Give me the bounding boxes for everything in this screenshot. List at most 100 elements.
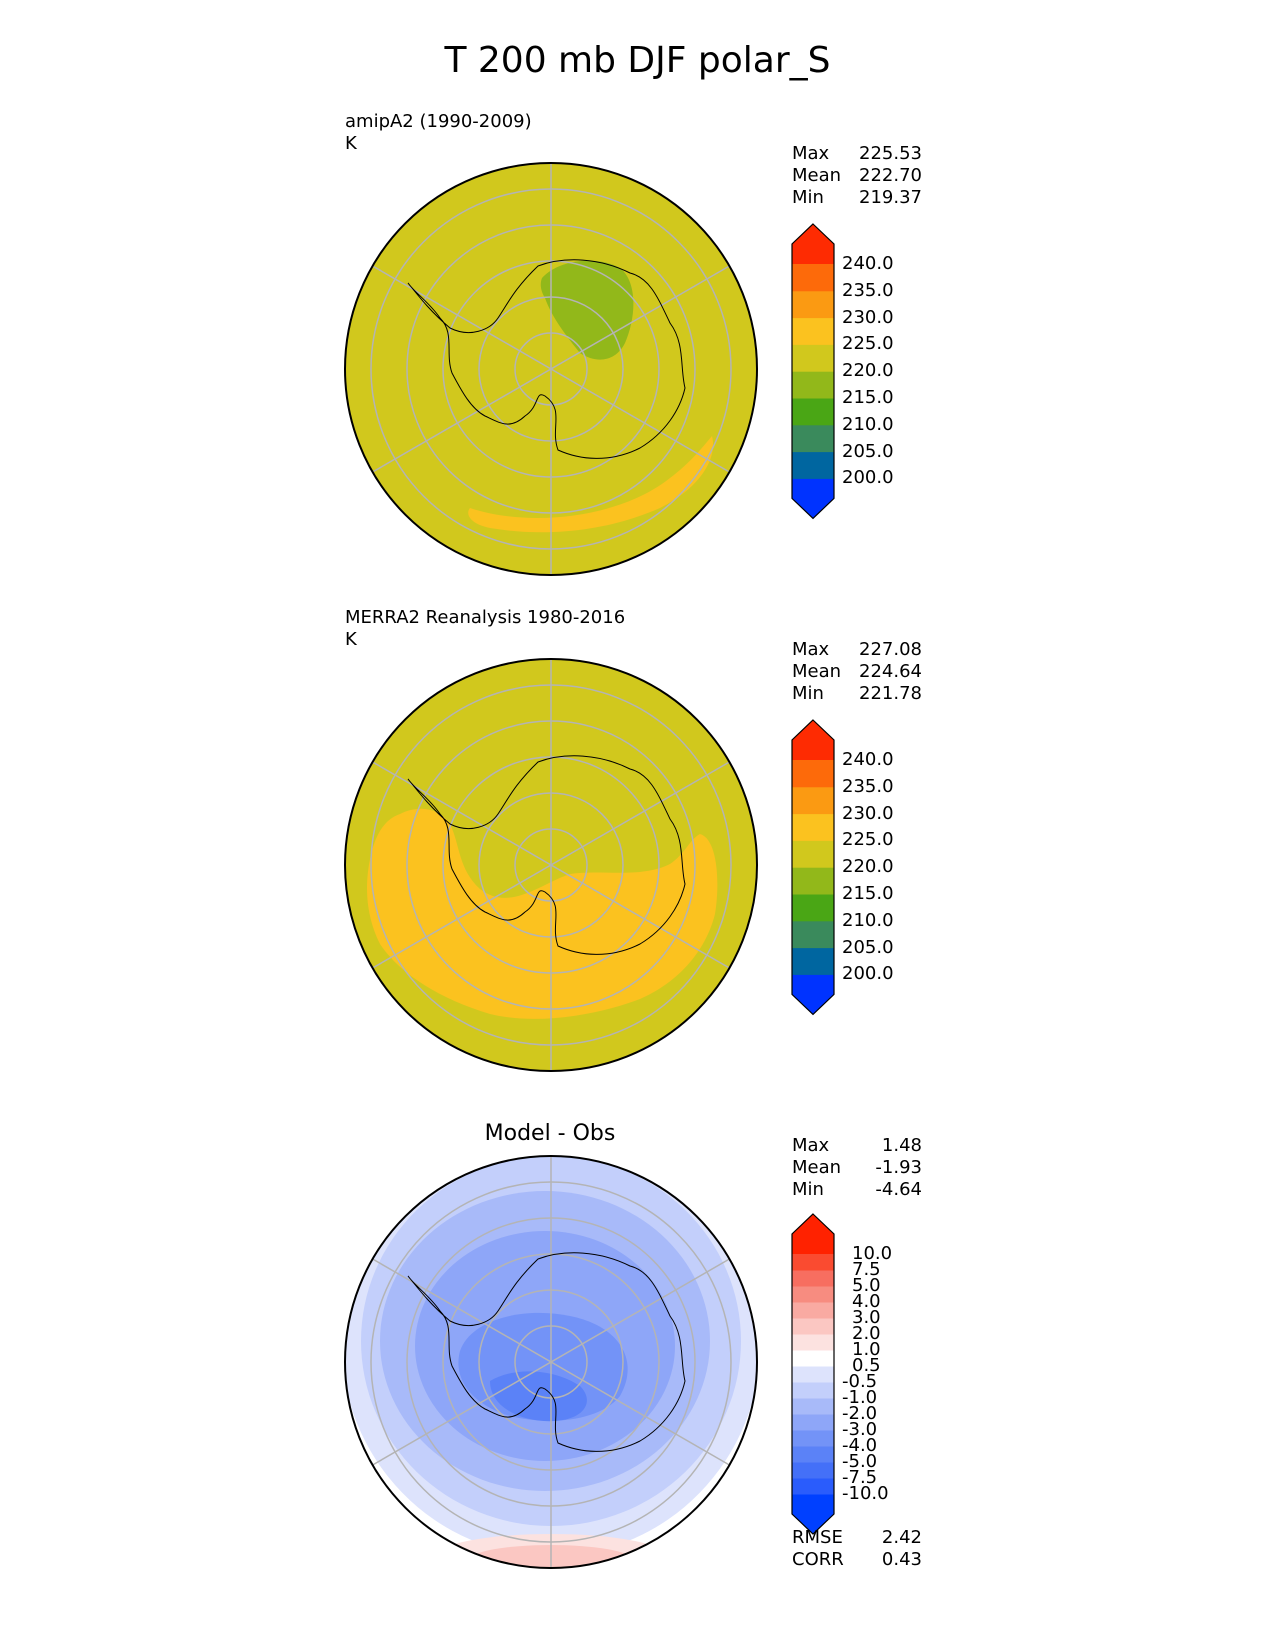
colorbar-tick-label: 210.0 xyxy=(842,413,894,435)
model-colorbar: 200.0 205.0 210.0 215.0 220.0 225.0 230.0 235.0… xyxy=(790,222,930,524)
colorbar-segment xyxy=(792,1334,834,1351)
stat-name: Min xyxy=(792,683,824,704)
colorbar-tick-label: 205.0 xyxy=(842,936,894,958)
colorbar-tick-label: 7.5 xyxy=(852,1259,881,1280)
stat-name: Min xyxy=(792,187,824,208)
colorbar-segment xyxy=(792,344,834,372)
model-units-label: K xyxy=(345,133,357,154)
colorbar-tick-label: 200.0 xyxy=(842,963,894,985)
graticule xyxy=(370,163,732,575)
model-polar-map xyxy=(344,162,758,576)
colorbar-svg xyxy=(791,719,835,1016)
field-region-225-230 xyxy=(468,436,714,533)
colorbar-extend-min xyxy=(792,478,834,519)
obs-polar-map xyxy=(344,658,758,1072)
colorbar-extend-max xyxy=(792,224,834,264)
stat-name: Max xyxy=(792,1135,830,1156)
colorbar-segment xyxy=(792,1398,834,1415)
colorbar-segment xyxy=(792,1350,834,1367)
stat-name: Mean xyxy=(792,661,842,682)
map-boundary xyxy=(344,1155,758,1569)
stat-value: 219.37 xyxy=(859,187,922,208)
colorbar-tick-label: 210.0 xyxy=(842,909,894,931)
colorbar-outline xyxy=(791,719,835,1016)
stat-value: -4.64 xyxy=(875,1179,922,1200)
colorbar-segment xyxy=(792,290,834,319)
colorbar-extend-max xyxy=(792,1214,834,1254)
metric-value: 0.43 xyxy=(881,1549,922,1570)
colorbar-tick-label: -2.0 xyxy=(842,1403,878,1424)
colorbar-segment xyxy=(792,451,834,479)
colorbar-svg xyxy=(791,223,835,520)
colorbar-tick-label: -10.0 xyxy=(842,1483,889,1504)
colorbar-tick-label: 205.0 xyxy=(842,440,894,462)
map-boundary xyxy=(344,162,758,576)
colorbar-segment xyxy=(792,1366,834,1383)
colorbar-segment xyxy=(792,264,834,292)
metric-value: 2.42 xyxy=(881,1527,922,1548)
colorbar-segment xyxy=(792,1446,834,1463)
colorbar-segment xyxy=(792,1382,834,1399)
colorbar-tick-label: 215.0 xyxy=(842,883,894,904)
colorbar-tick-label: -7.5 xyxy=(842,1467,878,1488)
colorbar-tick-label: 10.0 xyxy=(852,1243,893,1264)
stat-name: Max xyxy=(792,143,830,164)
stat-name: Mean xyxy=(792,165,842,186)
colorbar-segment xyxy=(792,920,834,949)
stat-name: Min xyxy=(792,1179,824,1200)
colorbar-tick-label: 1.0 xyxy=(852,1339,881,1360)
diff-colorbar: -10.0 -7.5 -5.0 -4.0 -3.0 -2.0 -1.0 -0.5 0.5 1.0 2… xyxy=(790,1212,930,1540)
colorbar-segment xyxy=(792,894,834,922)
colorbar-tick-label: -4.0 xyxy=(842,1435,878,1456)
colorbar-tick-label: 220.0 xyxy=(842,856,894,878)
model-panel-label: amipA2 (1990-2009) K xyxy=(345,111,532,155)
colorbar-extend-min xyxy=(792,974,834,1015)
diff-metrics: RMSE 2.42 CORR 0.43 xyxy=(792,1527,922,1571)
graticule xyxy=(370,1156,732,1568)
antarctica-coastline xyxy=(407,755,686,955)
colorbar-tick-label: 225.0 xyxy=(842,829,894,851)
colorbar-segment xyxy=(792,947,834,975)
colorbar-segment xyxy=(792,1270,834,1287)
colorbar-tick-label: 240.0 xyxy=(842,253,894,274)
colorbar-tick-label: -1.0 xyxy=(842,1387,878,1408)
colorbar-tick-label: 225.0 xyxy=(842,333,894,355)
colorbar-outline xyxy=(791,223,835,520)
stat-value: 222.70 xyxy=(859,165,922,186)
diff-stats: Max 1.48 Mean -1.93 Min -4.64 xyxy=(792,1135,922,1201)
stat-name: Max xyxy=(792,639,830,660)
colorbar-tick-label: 235.0 xyxy=(842,775,894,797)
colorbar-segment xyxy=(792,786,834,815)
colorbar-tick-label: -3.0 xyxy=(842,1419,878,1440)
obs-colorbar: 200.0 205.0 210.0 215.0 220.0 225.0 230.0 235.0… xyxy=(790,718,930,1020)
colorbar-tick-label: 5.0 xyxy=(852,1275,881,1296)
colorbar-tick-label: 240.0 xyxy=(842,749,894,770)
colorbar-segment xyxy=(792,371,834,399)
obs-units-label: K xyxy=(345,629,357,650)
diff-panel-title: Model - Obs xyxy=(484,1121,616,1146)
obs-dataset-label: MERRA2 Reanalysis 1980-2016 xyxy=(345,607,626,628)
colorbar-segment xyxy=(792,1286,834,1303)
colorbar-tick-label: 230.0 xyxy=(842,802,894,824)
figure-title: T 200 mb DJF polar_S xyxy=(444,40,831,81)
colorbar-tick-label: 3.0 xyxy=(852,1307,881,1328)
colorbar-segment xyxy=(792,1302,834,1319)
colorbar-tick-label: 230.0 xyxy=(842,306,894,328)
field-region-225-230 xyxy=(367,808,718,1019)
colorbar-segment xyxy=(792,760,834,788)
colorbar-tick-label: 235.0 xyxy=(842,279,894,301)
colorbar-segment xyxy=(792,317,834,345)
colorbar-segment xyxy=(792,1430,834,1447)
colorbar-tick-label: 2.0 xyxy=(852,1323,881,1344)
colorbar-tick-label: 200.0 xyxy=(842,467,894,489)
colorbar-tick-label: -0.5 xyxy=(842,1371,878,1392)
colorbar-tick-label: 215.0 xyxy=(842,387,894,408)
model-stats: Max 225.53 Mean 222.70 Min 219.37 xyxy=(792,143,922,209)
stat-name: Mean xyxy=(792,1157,842,1178)
colorbar-segment xyxy=(792,424,834,453)
colorbar-segment xyxy=(792,1462,834,1479)
colorbar-segment xyxy=(792,867,834,895)
colorbar-segment xyxy=(792,398,834,426)
stat-value: 224.64 xyxy=(859,661,922,682)
colorbar-segment xyxy=(792,813,834,841)
